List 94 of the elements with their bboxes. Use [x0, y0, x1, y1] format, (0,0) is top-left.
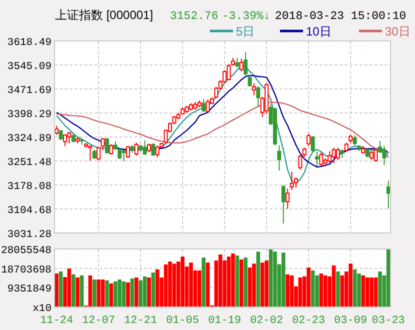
bar: [92, 280, 96, 308]
bar: [58, 271, 63, 308]
bar: [76, 277, 80, 308]
bar: [180, 256, 184, 308]
bar: [240, 259, 244, 308]
x-tick-label: 03-23: [372, 315, 405, 327]
legend-label: 5日: [236, 24, 255, 38]
bar: [151, 272, 156, 308]
y-tick-label: 3104.68: [7, 205, 52, 217]
bar: [235, 256, 240, 308]
bar: [147, 277, 151, 308]
bar: [226, 256, 231, 308]
bar: [244, 258, 248, 308]
candlestick: [315, 150, 319, 167]
bar: [357, 274, 361, 308]
x-tick-label: 02-02: [250, 315, 284, 327]
bar: [80, 275, 84, 308]
legend-label: 10日: [306, 24, 332, 38]
bar: [260, 262, 264, 308]
y-tick-label: x10: [32, 303, 52, 315]
bar: [248, 268, 252, 308]
bar: [138, 280, 142, 308]
bar: [306, 268, 310, 308]
text: 3152.76: [170, 10, 218, 23]
y-tick-label: 3031.28: [7, 229, 52, 241]
y-tick-label: 3545.09: [7, 61, 52, 73]
bar: [378, 271, 382, 308]
bar: [324, 275, 328, 308]
bar: [100, 280, 105, 308]
candlestick: [277, 144, 282, 172]
bar: [206, 262, 210, 308]
text: 2018-03-23 15:00:10: [275, 10, 406, 23]
bar: [298, 277, 302, 308]
bar: [54, 274, 58, 308]
bar: [130, 278, 134, 308]
bar: [282, 252, 286, 308]
x-tick-label: 03-09: [334, 315, 368, 327]
bar: [126, 282, 130, 308]
bar: [105, 280, 109, 308]
y-tick-label: 3471.69: [7, 85, 52, 97]
y-tick-label: 3324.89: [7, 133, 52, 145]
bar: [172, 264, 176, 308]
bar: [96, 280, 100, 308]
y-tick-label: 28055548: [1, 245, 52, 257]
x-tick-label: 11-24: [40, 315, 74, 327]
bar: [340, 275, 344, 308]
bar: [264, 260, 268, 308]
bar: [273, 252, 277, 308]
x-tick-label: 12-21: [124, 315, 158, 327]
bar: [168, 262, 172, 308]
bar: [142, 276, 147, 308]
bar: [268, 248, 273, 308]
bar: [366, 277, 370, 308]
bar: [352, 269, 357, 308]
bar: [231, 253, 235, 308]
bar: [67, 268, 72, 308]
x-tick-label: 01-19: [208, 315, 242, 327]
y-tick-label: 9351849: [7, 284, 52, 296]
bar: [114, 281, 118, 308]
bar: [319, 274, 324, 308]
bar: [252, 264, 256, 308]
chart-title: 上证指数 [000001]: [55, 8, 154, 22]
y-tick-label: 18703698: [1, 264, 52, 276]
bar: [348, 264, 352, 308]
bar: [370, 277, 374, 308]
bar: [118, 280, 122, 308]
y-tick-label: 3398.29: [7, 109, 52, 121]
bar: [286, 274, 290, 308]
bar: [290, 275, 294, 308]
bar: [256, 252, 260, 308]
x-tick-label: 12-07: [82, 315, 116, 327]
bar: [189, 262, 193, 308]
line-series: [56, 74, 389, 168]
text: -3.39%↓: [222, 10, 270, 23]
bar: [88, 275, 92, 308]
y-tick-label: 3618.49: [7, 37, 52, 49]
x-tick-label: 02-23: [292, 315, 326, 327]
bar: [134, 277, 138, 308]
y-tick-label: 3178.08: [7, 181, 52, 193]
bar: [156, 269, 160, 308]
bar: [198, 270, 202, 308]
bar: [218, 254, 222, 308]
bar: [386, 248, 390, 308]
bar: [310, 270, 315, 308]
legend-label: 30日: [385, 24, 410, 38]
bar: [332, 265, 336, 308]
bar: [336, 271, 340, 308]
bar: [202, 258, 206, 308]
bar: [374, 277, 378, 308]
bar: [361, 275, 366, 308]
x-tick-label: 01-05: [166, 315, 200, 327]
bar: [164, 264, 168, 308]
y-tick-label: 3251.48: [7, 157, 52, 169]
bar: [72, 274, 76, 308]
